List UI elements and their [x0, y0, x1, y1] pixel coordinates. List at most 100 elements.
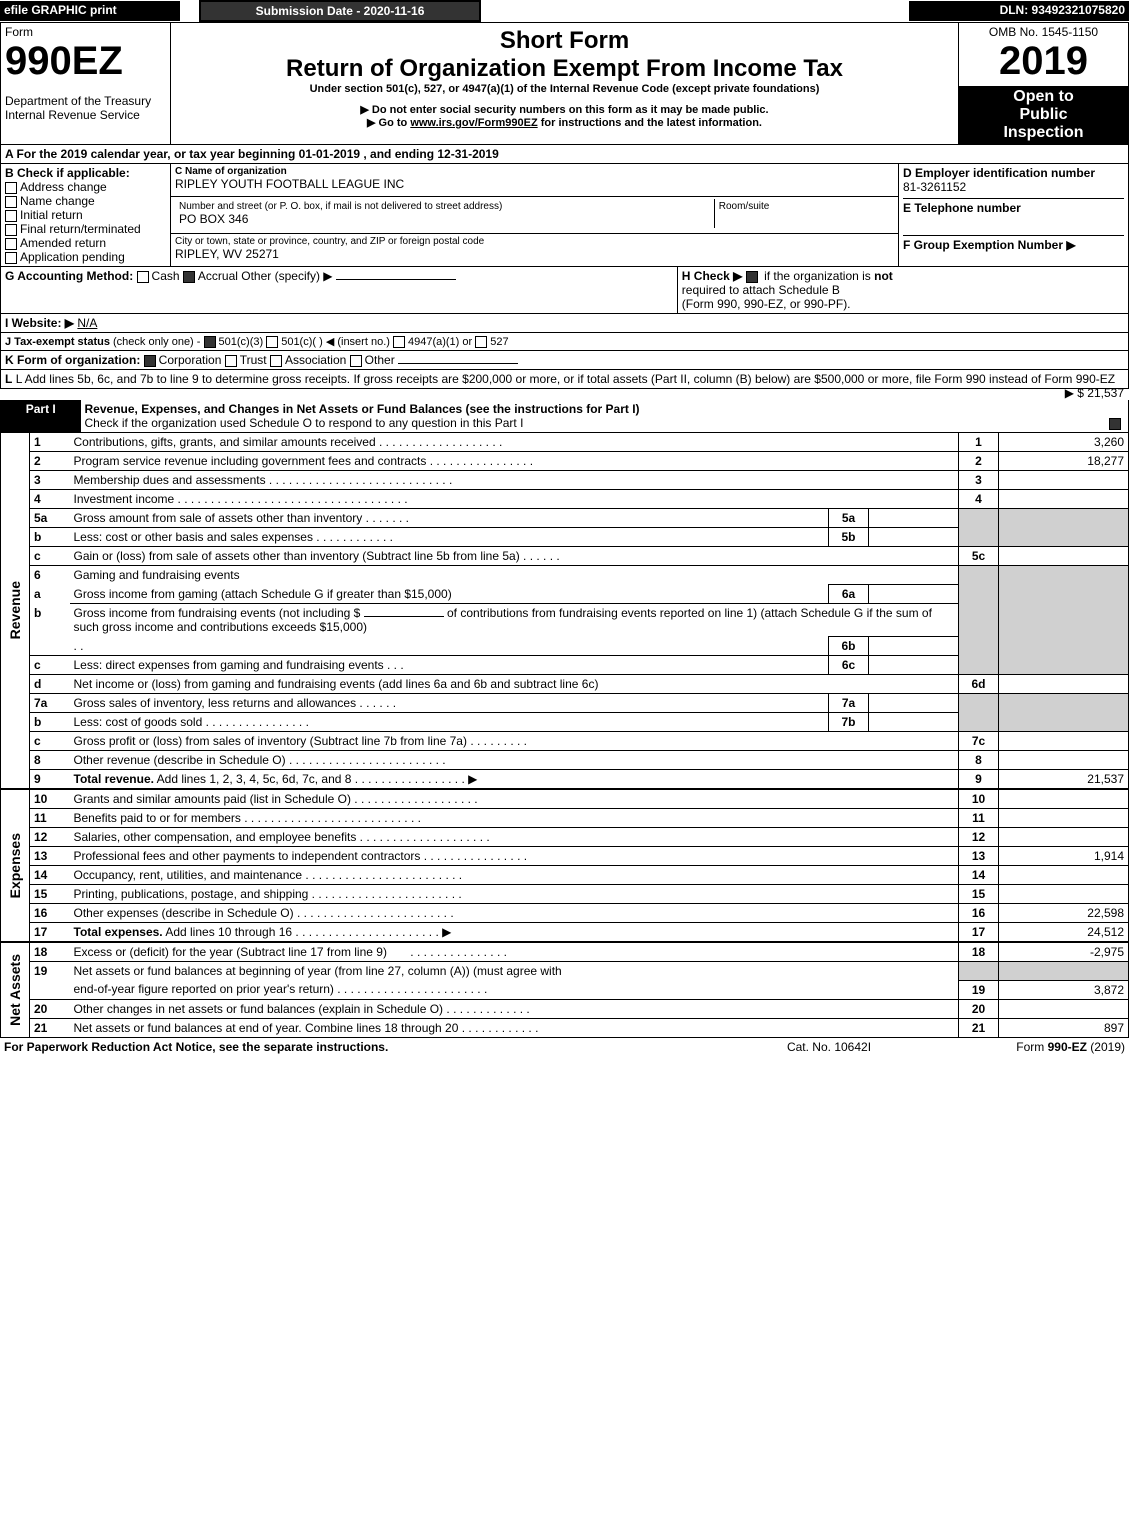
line-6a-num: a	[30, 585, 70, 604]
line-1-val: 3,260	[999, 433, 1129, 452]
section-h-pre: H Check ▶	[682, 269, 746, 283]
public: Public	[963, 106, 1124, 124]
chk-final-return[interactable]: Final return/terminated	[5, 222, 166, 236]
chk-accrual[interactable]: Accrual	[183, 269, 238, 283]
efile-label[interactable]: efile GRAPHIC print	[0, 1, 180, 21]
h-post3: (Form 990, 990-EZ, or 990-PF).	[682, 297, 1124, 311]
line-4-val	[999, 490, 1129, 509]
line-7c-ln: 7c	[959, 732, 999, 751]
city-label: City or town, state or province, country…	[175, 236, 894, 247]
line-17-num: 17	[30, 923, 70, 943]
line-6b-desc1: Gross income from fundraising events (no…	[74, 606, 361, 620]
line-9-num: 9	[30, 770, 70, 790]
chk-amended-return[interactable]: Amended return	[5, 236, 166, 250]
chk-trust[interactable]: Trust	[225, 353, 267, 367]
line-14-ln: 14	[959, 866, 999, 885]
line-6-num: 6	[30, 566, 70, 585]
tax-year: 2019	[963, 39, 1124, 84]
cat-number: Cat. No. 10642I	[729, 1038, 929, 1056]
paperwork-notice: For Paperwork Reduction Act Notice, see …	[0, 1038, 729, 1056]
line-11-ln: 11	[959, 809, 999, 828]
other-org-input[interactable]	[398, 363, 518, 364]
line-15-ln: 15	[959, 885, 999, 904]
line-11-val	[999, 809, 1129, 828]
line-4-num: 4	[30, 490, 70, 509]
goto-post: for instructions and the latest informat…	[538, 117, 762, 129]
line-7c-num: c	[30, 732, 70, 751]
chk-name-change[interactable]: Name change	[5, 194, 166, 208]
line-19-num: 19	[30, 962, 70, 981]
chk-schedule-o[interactable]	[1109, 418, 1121, 430]
line-10-desc: Grants and similar amounts paid (list in…	[74, 792, 351, 806]
chk-501c[interactable]: 501(c)( ) ◀ (insert no.)	[266, 336, 390, 348]
line-6a-ln: 6a	[829, 585, 869, 604]
chk-address-change[interactable]: Address change	[5, 180, 166, 194]
line-6b-blank[interactable]	[364, 616, 444, 617]
line-4-ln: 4	[959, 490, 999, 509]
line-19-val: 3,872	[999, 980, 1129, 999]
section-c-label: C Name of organization	[175, 166, 894, 177]
other-specify-input[interactable]	[336, 279, 456, 280]
line-8-val	[999, 751, 1129, 770]
irs-link[interactable]: www.irs.gov/Form990EZ	[410, 117, 537, 129]
omb-number: OMB No. 1545-1150	[963, 25, 1124, 39]
line-20-desc: Other changes in net assets or fund bala…	[74, 1002, 444, 1016]
line-20-val	[999, 999, 1129, 1018]
section-f-label: F Group Exemption Number ▶	[903, 235, 1124, 252]
line-5b-num: b	[30, 528, 70, 547]
line-11-num: 11	[30, 809, 70, 828]
line-10-ln: 10	[959, 789, 999, 809]
submission-date-button[interactable]: Submission Date - 2020-11-16	[200, 1, 480, 21]
line-6d-val	[999, 675, 1129, 694]
line-21-ln: 21	[959, 1018, 999, 1037]
line-17-ln: 17	[959, 923, 999, 943]
chk-association[interactable]: Association	[270, 353, 346, 367]
dept-treasury: Department of the Treasury	[5, 94, 166, 108]
line-1-desc: Contributions, gifts, grants, and simila…	[74, 435, 376, 449]
chk-527[interactable]: 527	[475, 336, 508, 348]
line-3-ln: 3	[959, 471, 999, 490]
instructions-line: ▶ Go to www.irs.gov/Form990EZ for instru…	[179, 116, 950, 129]
chk-application-pending[interactable]: Application pending	[5, 250, 166, 264]
line-6c-ln: 6c	[829, 656, 869, 675]
chk-other-org[interactable]: Other	[350, 353, 395, 367]
line-7b-num: b	[30, 713, 70, 732]
line-16-desc: Other expenses (describe in Schedule O)	[74, 906, 294, 920]
chk-cash[interactable]: Cash	[137, 269, 180, 283]
line-6a-val	[869, 585, 959, 604]
line-15-val	[999, 885, 1129, 904]
ein: 81-3261152	[903, 180, 1124, 194]
line-18-num: 18	[30, 942, 70, 962]
part1-label: Part I	[1, 400, 81, 433]
line-5b-val	[869, 528, 959, 547]
line-6b-val	[869, 637, 959, 656]
section-l: L L Add lines 5b, 6c, and 7b to line 9 t…	[0, 369, 1129, 389]
line-13-ln: 13	[959, 847, 999, 866]
line-12-desc: Salaries, other compensation, and employ…	[74, 830, 357, 844]
gross-receipts-amount: ▶ $ 21,537	[1065, 386, 1124, 400]
ssn-warning: ▶ Do not enter social security numbers o…	[179, 103, 950, 116]
line-12-val	[999, 828, 1129, 847]
line-5a-desc: Gross amount from sale of assets other t…	[74, 511, 363, 525]
line-15-desc: Printing, publications, postage, and shi…	[74, 887, 309, 901]
chk-4947[interactable]: 4947(a)(1) or	[393, 336, 472, 348]
chk-schedule-b[interactable]	[746, 271, 758, 283]
goto-pre: ▶ Go to	[367, 117, 410, 129]
tax-exempt-note: (check only one) -	[113, 336, 200, 348]
chk-501c3[interactable]: 501(c)(3)	[204, 336, 264, 348]
line-5c-num: c	[30, 547, 70, 566]
line-18-val: -2,975	[999, 942, 1129, 962]
irs-label: Internal Revenue Service	[5, 108, 166, 122]
section-k: K Form of organization: Corporation Trus…	[0, 350, 1129, 369]
line-12-num: 12	[30, 828, 70, 847]
room-suite-label: Room/suite	[714, 199, 894, 228]
line-4-desc: Investment income	[74, 492, 175, 506]
chk-initial-return[interactable]: Initial return	[5, 208, 166, 222]
line-21-num: 21	[30, 1018, 70, 1037]
line-13-desc: Professional fees and other payments to …	[74, 849, 421, 863]
line-2-num: 2	[30, 452, 70, 471]
section-e-label: E Telephone number	[903, 198, 1124, 215]
form-footer: Form 990-EZ (2019)	[929, 1038, 1129, 1056]
line-3-desc: Membership dues and assessments	[74, 473, 266, 487]
chk-corporation[interactable]: Corporation	[144, 353, 222, 367]
